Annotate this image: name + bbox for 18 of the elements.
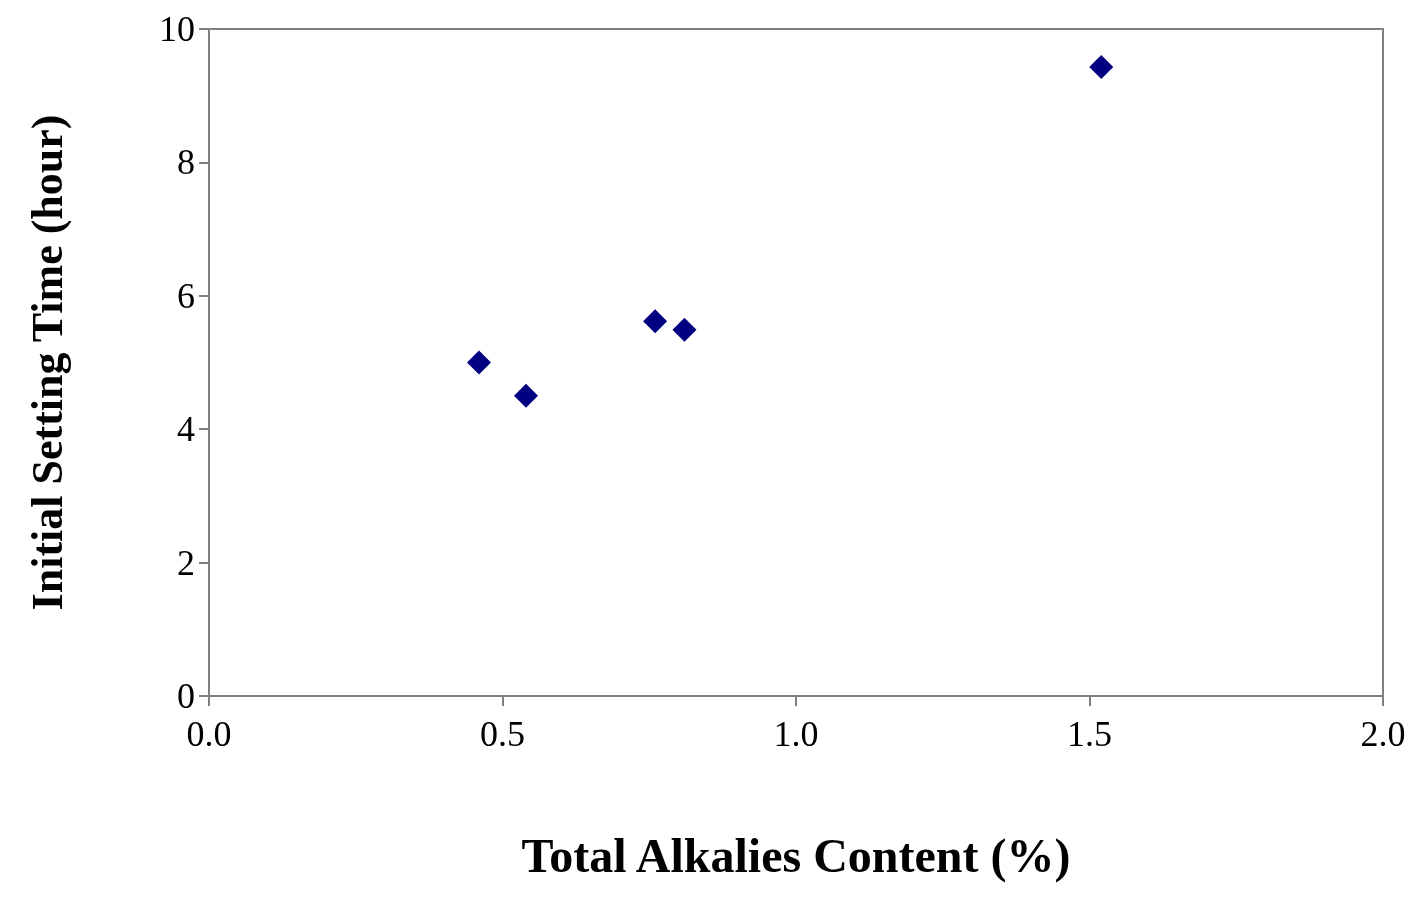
x-axis-title: Total Alkalies Content (%) bbox=[521, 828, 1071, 883]
point bbox=[1089, 55, 1114, 80]
point bbox=[672, 317, 697, 342]
y-tick-label: 2 bbox=[177, 542, 195, 583]
x-tick-label: 1.5 bbox=[1067, 714, 1112, 754]
point bbox=[513, 383, 538, 408]
x-tick-label: 1.0 bbox=[773, 714, 819, 754]
x-tick-label: 0.5 bbox=[480, 714, 525, 754]
x-tick-label: 2.0 bbox=[1360, 714, 1406, 754]
y-tick-label: 8 bbox=[177, 142, 195, 183]
y-tick-label: 0 bbox=[177, 676, 195, 716]
y-tick-label: 10 bbox=[159, 9, 195, 49]
y-tick-label: 6 bbox=[177, 275, 195, 316]
point bbox=[467, 350, 492, 375]
y-tick-label: 4 bbox=[177, 409, 195, 450]
x-tick-label: 0.0 bbox=[186, 714, 232, 754]
y-axis-title: Initial Setting Time (hour) bbox=[22, 114, 72, 611]
point bbox=[643, 309, 668, 334]
